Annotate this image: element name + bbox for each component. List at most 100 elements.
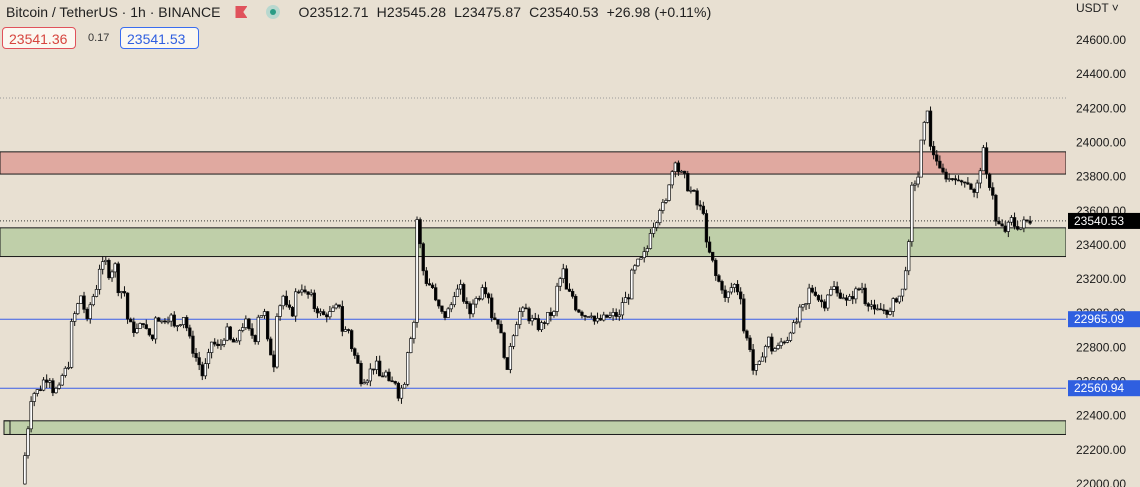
candle-body: [222, 339, 226, 345]
candle-body: [972, 189, 976, 193]
candle-body: [826, 294, 830, 309]
candle-body: [844, 297, 849, 301]
candle-body: [891, 298, 895, 312]
candle-body: [981, 147, 986, 172]
candle-body: [138, 323, 142, 329]
currency-selector[interactable]: USDT ˅: [1076, 1, 1119, 15]
candle-body: [306, 291, 310, 295]
candle-body: [1016, 226, 1020, 230]
candle-body: [779, 341, 783, 346]
candle-body: [374, 360, 379, 370]
axis-tick-label: 24200.00: [1076, 101, 1126, 115]
candle-body: [23, 455, 27, 485]
candle-body: [841, 297, 846, 300]
candle-body: [711, 251, 715, 261]
candle-body: [620, 302, 625, 316]
candle-body: [418, 219, 422, 245]
candle-body: [462, 284, 466, 302]
candle-body: [511, 335, 516, 347]
candle-body: [275, 316, 279, 368]
candle-body: [437, 299, 441, 307]
candle-body: [197, 357, 201, 366]
candle-body: [770, 336, 774, 352]
candle-body: [331, 307, 335, 312]
candle-body: [857, 288, 861, 291]
candle-body: [791, 322, 796, 334]
candle-body: [362, 382, 366, 385]
candle-body: [166, 320, 170, 323]
candle-body: [309, 292, 313, 295]
candle-body: [592, 315, 597, 322]
candle-body: [35, 389, 39, 394]
candle-body: [667, 184, 671, 201]
candle-body: [1022, 219, 1026, 229]
candle-body: [910, 184, 914, 243]
spread-value: 0.17: [88, 32, 110, 44]
candle-body: [241, 327, 245, 331]
open-value: O23512.71: [298, 4, 369, 20]
candle-body: [328, 311, 332, 318]
candle-body: [228, 326, 232, 340]
candle-body: [975, 182, 979, 193]
candle-body: [346, 329, 351, 331]
candle-body: [900, 288, 905, 297]
candle-body: [41, 379, 46, 391]
buy-price-button[interactable]: 23541.53: [120, 27, 199, 49]
candle-body: [290, 306, 295, 317]
candle-body: [686, 173, 690, 192]
last-price-label: 23540.53: [1074, 214, 1124, 228]
demand-zone: [0, 227, 1067, 258]
symbol-title[interactable]: Bitcoin / TetherUS · 1h · BINANCE: [6, 4, 221, 20]
candle-body: [477, 298, 481, 300]
candle-body: [714, 259, 718, 277]
candle-body: [54, 387, 58, 394]
candle-body: [505, 357, 509, 370]
candle-body: [835, 286, 839, 294]
supply-zone: [0, 151, 1067, 175]
candle-body: [181, 317, 186, 325]
candle-body: [651, 227, 656, 234]
candle-body: [1025, 219, 1029, 222]
candle-body: [116, 263, 120, 294]
candle-body: [234, 340, 239, 343]
candle-body: [452, 296, 457, 306]
candle-body: [801, 304, 805, 308]
candle-body: [851, 296, 855, 300]
candle-body: [966, 182, 970, 185]
flag-icon[interactable]: [234, 5, 248, 19]
candle-body: [191, 335, 195, 354]
candle-body: [539, 322, 544, 331]
candle-body: [206, 352, 211, 364]
candle-body: [717, 275, 721, 282]
candle-body: [284, 295, 288, 306]
axis-tick-label: 23800.00: [1076, 170, 1126, 184]
candle-body: [994, 194, 998, 222]
candle-body: [894, 298, 898, 303]
candle-body: [247, 318, 251, 329]
candle-body: [250, 328, 254, 336]
candle-body: [455, 288, 460, 297]
candle-body: [468, 303, 472, 315]
candle-body: [648, 233, 653, 249]
candle-body: [605, 314, 609, 318]
candle-body: [963, 181, 967, 184]
candle-body: [434, 287, 438, 301]
candle-body: [97, 268, 102, 290]
candle-body: [253, 335, 257, 343]
candle-body: [518, 311, 522, 325]
candle-body: [203, 363, 208, 377]
candle-body: [82, 295, 86, 310]
candle-body: [617, 314, 621, 317]
sell-price-button[interactable]: 23541.36: [2, 27, 76, 49]
candle-body: [169, 314, 173, 322]
candle-body: [879, 308, 883, 311]
level-price-tag: [1068, 311, 1140, 328]
candle-body: [107, 259, 111, 279]
candle-body: [293, 291, 298, 317]
axis-tick-label: 22000.00: [1076, 477, 1126, 487]
candle-body: [281, 295, 285, 307]
candle-body: [863, 287, 867, 305]
candle-body: [763, 346, 768, 358]
candle-body: [359, 363, 363, 385]
